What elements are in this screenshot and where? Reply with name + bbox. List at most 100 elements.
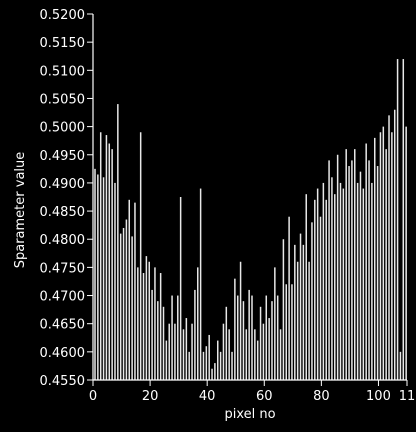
bar-pixel-102 (385, 149, 387, 380)
bar-pixel-10 (123, 228, 125, 380)
bar-pixel-87 (343, 189, 345, 380)
y-tick-label: 0.4600 (40, 346, 86, 361)
bar-pixel-103 (388, 115, 390, 380)
y-tick-label: 0.4950 (40, 149, 86, 164)
bar-pixel-71 (297, 262, 299, 380)
bar-pixel-43 (217, 341, 219, 380)
bar-pixel-64 (277, 296, 279, 380)
bar-pixel-109 (405, 127, 407, 380)
bar-pixel-44 (220, 352, 222, 380)
bar-pixel-24 (163, 307, 165, 380)
x-tick-label: 100 (366, 389, 391, 404)
bar-pixel-9 (120, 234, 122, 380)
y-tick-label: 0.4850 (40, 205, 86, 220)
bar-pixel-38 (203, 352, 205, 380)
bar-pixel-101 (383, 127, 385, 380)
x-tick-label: 60 (256, 389, 273, 404)
bar-pixel-62 (271, 301, 273, 380)
bar-pixel-42 (214, 363, 216, 380)
bar-pixel-25 (166, 341, 168, 380)
bar-pixel-68 (288, 217, 290, 380)
bar-pixel-98 (374, 138, 376, 380)
bar-pixel-31 (183, 329, 185, 380)
bar-pixel-16 (140, 132, 142, 380)
bar-pixel-56 (254, 329, 256, 380)
bar-pixel-107 (400, 352, 402, 380)
bar-pixel-88 (345, 149, 347, 380)
bar-pixel-58 (260, 307, 262, 380)
bar-pixel-79 (320, 217, 322, 380)
bar-pixel-7 (114, 183, 116, 380)
bar-pixel-66 (283, 239, 285, 380)
bar-pixel-65 (280, 329, 282, 380)
y-tick-label: 0.4750 (40, 261, 86, 276)
bar-pixel-82 (328, 160, 330, 380)
y-tick-label: 0.5150 (40, 36, 86, 51)
bar-pixel-105 (394, 110, 396, 380)
bar-pixel-47 (228, 329, 230, 380)
bar-pixel-3 (103, 177, 105, 380)
bar-pixel-108 (403, 59, 405, 380)
bar-pixel-51 (240, 262, 242, 380)
bar-pixel-2 (100, 132, 102, 380)
bar-pixel-81 (325, 200, 327, 380)
y-tick-label: 0.4900 (40, 177, 86, 192)
bar-pixel-69 (291, 284, 293, 380)
x-axis-label: pixel no (224, 407, 275, 422)
bar-pixel-73 (303, 245, 305, 380)
bar-pixel-30 (180, 197, 182, 380)
bar-pixel-13 (131, 236, 133, 380)
x-tick-label: 40 (199, 389, 216, 404)
bar-pixel-77 (314, 200, 316, 380)
bar-pixel-0 (94, 169, 96, 380)
bar-pixel-27 (171, 296, 173, 380)
bars-group (94, 59, 407, 380)
bar-pixel-17 (143, 273, 145, 380)
y-tick-label: 0.4650 (40, 318, 86, 333)
bar-pixel-18 (146, 256, 148, 380)
y-tick-label: 0.5000 (40, 121, 86, 136)
x-tick-label: 80 (313, 389, 330, 404)
bar-pixel-96 (368, 160, 370, 380)
bar-pixel-74 (305, 194, 307, 380)
x-tick-label: 20 (142, 389, 159, 404)
y-tick-label: 0.5100 (40, 64, 86, 79)
bar-pixel-19 (148, 262, 150, 380)
bar-pixel-90 (351, 160, 353, 380)
bar-pixel-106 (397, 59, 399, 380)
bar-pixel-80 (323, 183, 325, 380)
bar-pixel-34 (191, 324, 193, 380)
bar-pixel-41 (211, 369, 213, 380)
bar-pixel-54 (248, 290, 250, 380)
bar-pixel-91 (354, 149, 356, 380)
bar-pixel-50 (237, 296, 239, 380)
bar-pixel-85 (337, 155, 339, 380)
bar-pixel-26 (168, 324, 170, 380)
bar-pixel-94 (363, 189, 365, 380)
bar-pixel-61 (268, 318, 270, 380)
bar-pixel-100 (380, 132, 382, 380)
bar-pixel-22 (157, 301, 159, 380)
bar-pixel-67 (286, 284, 288, 380)
bar-pixel-52 (243, 301, 245, 380)
bar-pixel-6 (111, 149, 113, 380)
y-axis-label: Sparameter value (13, 152, 28, 269)
bar-pixel-14 (134, 203, 136, 380)
bar-pixel-89 (348, 166, 350, 380)
bar-pixel-46 (226, 307, 228, 380)
y-ticks-group: 0.45500.46000.46500.47000.47500.48000.48… (40, 8, 94, 389)
bar-pixel-104 (391, 132, 393, 380)
y-tick-label: 0.4800 (40, 233, 86, 248)
bar-pixel-53 (246, 329, 248, 380)
bar-pixel-76 (311, 222, 313, 380)
bar-pixel-48 (231, 352, 233, 380)
bar-pixel-59 (263, 324, 265, 380)
bar-pixel-23 (160, 273, 162, 380)
bar-pixel-83 (331, 177, 333, 380)
bar-pixel-20 (151, 290, 153, 380)
bar-pixel-11 (126, 220, 128, 380)
bar-pixel-36 (197, 267, 199, 380)
bar-pixel-78 (317, 189, 319, 380)
